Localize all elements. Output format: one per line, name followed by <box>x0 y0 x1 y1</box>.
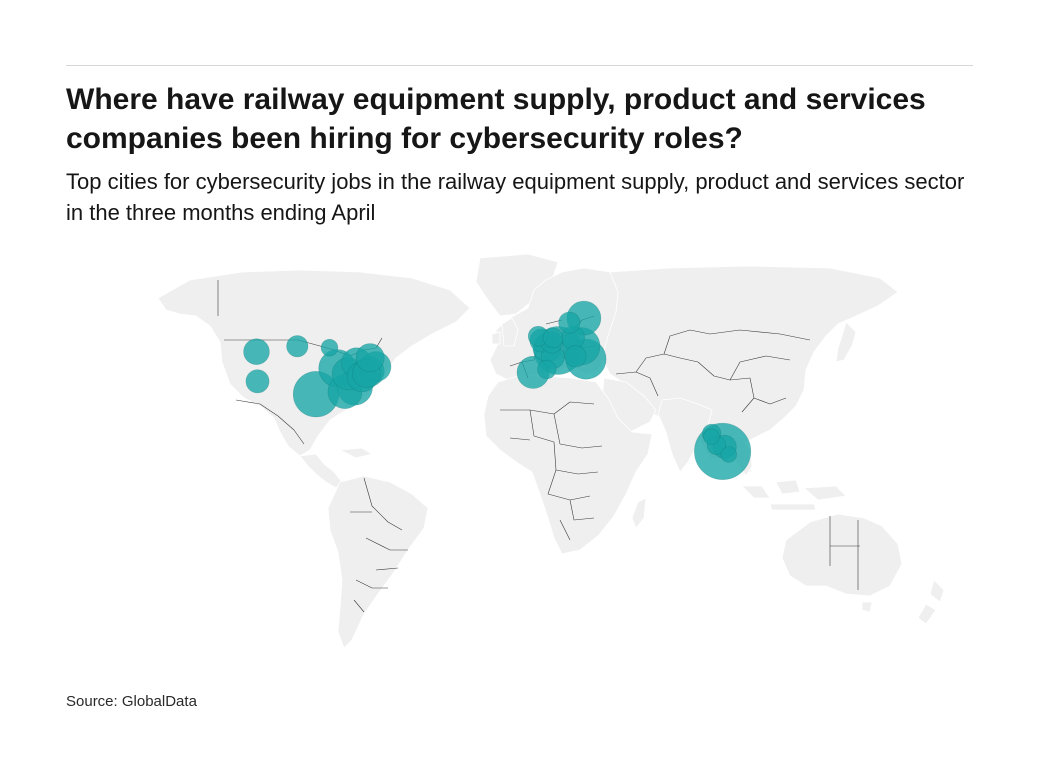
border-africa <box>500 401 603 541</box>
land-new-zealand <box>917 579 945 625</box>
city-bubble-marker <box>537 359 557 380</box>
world-map-canvas <box>157 253 945 649</box>
city-bubble-marker <box>564 345 587 368</box>
border-australia <box>829 516 860 590</box>
land-indonesia <box>741 479 847 511</box>
border-usa-mexico <box>235 399 305 445</box>
land-australia <box>781 513 903 597</box>
land-asia <box>601 265 899 459</box>
city-bubble-marker <box>542 327 564 349</box>
city-bubble-marker <box>720 446 737 463</box>
land-british-isles <box>491 317 519 347</box>
land-layer <box>157 253 945 649</box>
city-bubble-marker <box>703 428 720 445</box>
land-madagascar <box>631 497 647 529</box>
border-south-america <box>350 477 408 613</box>
city-bubble-marker <box>286 335 309 358</box>
city-bubble-marker <box>243 338 270 365</box>
city-bubble-marker <box>558 311 581 334</box>
city-bubble-marker <box>320 338 339 357</box>
land-japan <box>835 321 857 363</box>
map-subtitle: Top cities for cybersecurity jobs in the… <box>66 169 965 225</box>
land-caribbean <box>338 447 374 459</box>
map-title: Where have railway equipment supply, pro… <box>66 83 926 155</box>
border-asia <box>615 329 811 413</box>
land-central-america <box>299 453 343 489</box>
land-tasmania <box>861 601 873 613</box>
land-india <box>657 397 713 473</box>
marker-layer <box>243 300 752 480</box>
source-note: Source: GlobalData <box>66 693 197 710</box>
land-greenland <box>475 253 559 317</box>
land-north-america <box>157 269 471 457</box>
land-africa <box>483 375 653 555</box>
land-south-america <box>327 475 429 649</box>
city-bubble-marker <box>355 343 385 373</box>
world-map <box>150 250 980 655</box>
city-bubble-marker <box>245 369 270 394</box>
top-divider <box>66 65 973 66</box>
